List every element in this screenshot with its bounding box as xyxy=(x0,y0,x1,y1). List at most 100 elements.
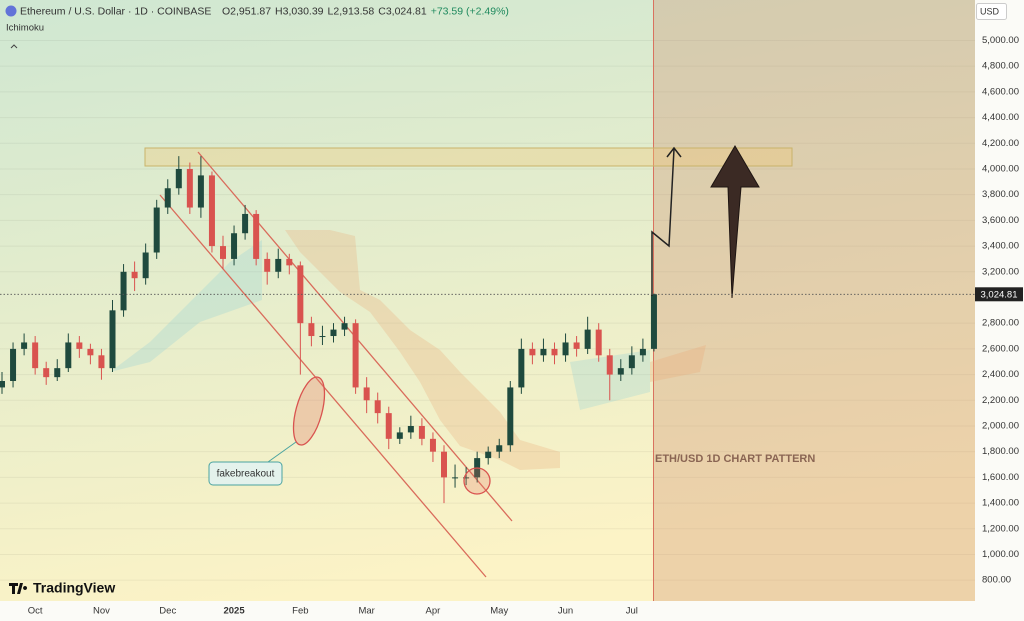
ohlc-value: C3,024.81 xyxy=(378,5,427,17)
candle-body xyxy=(352,323,359,388)
candle-body xyxy=(32,342,39,369)
candle-body xyxy=(429,438,436,452)
logo-mark xyxy=(9,583,28,594)
y-tick-label: 800.00 xyxy=(982,575,1011,586)
candle-body xyxy=(595,329,602,356)
candle-body xyxy=(142,252,149,279)
y-tick-label: 4,200.00 xyxy=(982,138,1019,149)
candles xyxy=(0,156,657,504)
annotation: ETH/USD 1D CHART PATTERN xyxy=(655,453,815,465)
candle-body xyxy=(540,348,547,356)
grid xyxy=(0,39,975,581)
candle-body xyxy=(485,451,492,459)
y-tick-label: 1,600.00 xyxy=(982,472,1019,483)
ohlc-value: H3,030.39 xyxy=(275,5,324,17)
x-tick-label: Nov xyxy=(93,606,110,617)
collapse-icon[interactable] xyxy=(10,44,18,49)
candle-body xyxy=(562,342,569,356)
candle-body xyxy=(21,342,28,349)
path-arrow xyxy=(651,148,675,296)
y-tick-label: 4,000.00 xyxy=(982,163,1019,174)
indicator-name: Ichimoku xyxy=(6,23,44,34)
candle-body xyxy=(441,451,447,478)
price-axis xyxy=(975,0,1024,621)
candle-body xyxy=(407,425,414,433)
y-tick-label: 4,400.00 xyxy=(982,112,1019,123)
x-tick-label: Apr xyxy=(426,606,441,617)
candle-body xyxy=(10,348,17,382)
candle-body xyxy=(507,387,514,446)
ohlc-value: O2,951.87 xyxy=(222,5,271,17)
candle-body xyxy=(617,368,624,375)
candle-body xyxy=(584,329,591,349)
y-tick-label: 1,000.00 xyxy=(982,549,1019,560)
candle-body xyxy=(297,265,304,324)
candle-body xyxy=(330,329,337,337)
candle-body xyxy=(518,348,525,388)
ohlc-value: L2,913.58 xyxy=(328,5,375,17)
x-tick-label: Jun xyxy=(558,606,573,617)
candle-body xyxy=(65,342,72,369)
candle-body xyxy=(374,400,381,414)
candle-body xyxy=(164,188,171,208)
chart-title: Ethereum / U.S. Dollar · 1D · COINBASE xyxy=(20,5,211,17)
candle-body xyxy=(452,477,459,479)
ichimoku-cloud xyxy=(285,230,560,470)
currency: USD xyxy=(980,6,1000,16)
y-tick-label: 1,400.00 xyxy=(982,498,1019,509)
candle-body xyxy=(628,355,635,369)
x-tick-label: Mar xyxy=(358,606,374,617)
y-tick-label: 2,800.00 xyxy=(982,318,1019,329)
candle-body xyxy=(341,323,348,330)
ichimoku-cloud xyxy=(110,240,262,372)
x-tick-label: May xyxy=(490,606,508,617)
candle-body xyxy=(275,258,282,272)
ohlc-value: +73.59 (+2.49%) xyxy=(431,5,509,17)
y-tick-label: 2,000.00 xyxy=(982,420,1019,431)
candle-body xyxy=(396,432,403,439)
last-price-box xyxy=(975,287,1023,302)
projection-zone xyxy=(653,0,975,601)
candle-body xyxy=(463,477,470,479)
y-tick-label: 2,600.00 xyxy=(982,343,1019,354)
candle-body xyxy=(551,348,558,356)
currency-box xyxy=(976,3,1007,20)
bottom-marker xyxy=(463,467,491,495)
y-tick-label: 3,600.00 xyxy=(982,215,1019,226)
candle-body xyxy=(197,175,204,208)
y-tick-label: 4,600.00 xyxy=(982,86,1019,97)
candle-body xyxy=(208,175,215,247)
y-tick-label: 1,800.00 xyxy=(982,446,1019,457)
candle-body xyxy=(363,387,370,401)
candle-body xyxy=(385,413,392,439)
candle-body xyxy=(220,246,226,259)
candle-body xyxy=(186,168,193,208)
big-arrow xyxy=(710,145,760,299)
candle-body xyxy=(253,213,260,259)
candle-body xyxy=(308,323,315,337)
candle-body xyxy=(319,336,326,338)
y-tick-label: 3,200.00 xyxy=(982,266,1019,277)
x-tick-label: Jul xyxy=(626,606,638,617)
ohlc-readout: O2,951.87 H3,030.39 L2,913.58 C3,024.81 +73.… xyxy=(222,5,509,17)
candle-body xyxy=(120,271,127,311)
candle-body xyxy=(264,258,271,272)
y-tick-label: 2,200.00 xyxy=(982,395,1019,406)
resistance-zone xyxy=(144,147,793,167)
candle-body xyxy=(242,213,249,234)
y-tick-label: 4,800.00 xyxy=(982,61,1019,72)
candle-body xyxy=(573,342,580,349)
annotation: fakebreakout xyxy=(217,469,275,480)
x-tick-label: Feb xyxy=(292,606,308,617)
x-tick-label: 2025 xyxy=(223,606,245,617)
candle-body xyxy=(650,294,657,349)
candle-body xyxy=(98,355,105,369)
candle-body xyxy=(87,348,94,356)
y-tick-label: 3,800.00 xyxy=(982,189,1019,200)
callout-box xyxy=(208,461,283,486)
candle-body xyxy=(153,207,160,253)
watermark: TradingView xyxy=(33,580,115,596)
candle-body xyxy=(496,445,503,452)
ichimoku-cloud xyxy=(650,345,706,382)
